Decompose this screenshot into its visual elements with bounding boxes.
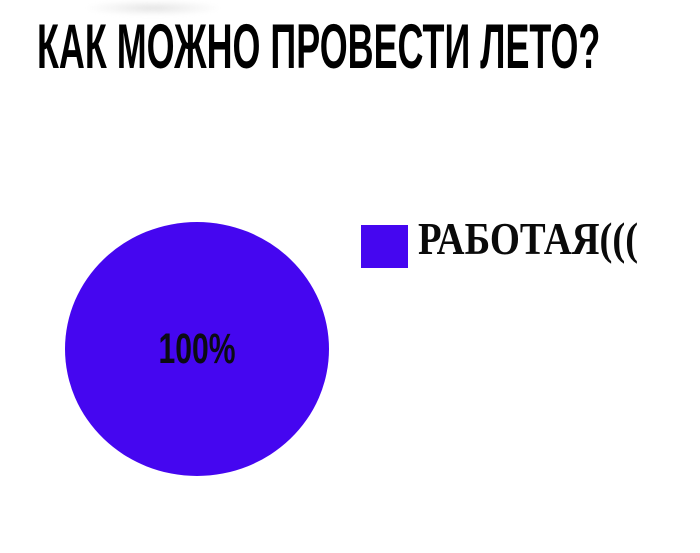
legend: РАБОТАЯ((( (361, 216, 661, 275)
watermark-smudge (88, 0, 218, 16)
pie-chart-slice: 100% (65, 222, 329, 476)
chart-title: КАК МОЖНО ПРОВЕСТИ ЛЕТО? (37, 16, 700, 79)
chart-title-text: КАК МОЖНО ПРОВЕСТИ ЛЕТО? (37, 12, 601, 82)
legend-item-label: РАБОТАЯ((( (418, 213, 639, 264)
pie-slice-percent-label: 100% (158, 324, 236, 373)
legend-color-swatch (361, 225, 408, 268)
